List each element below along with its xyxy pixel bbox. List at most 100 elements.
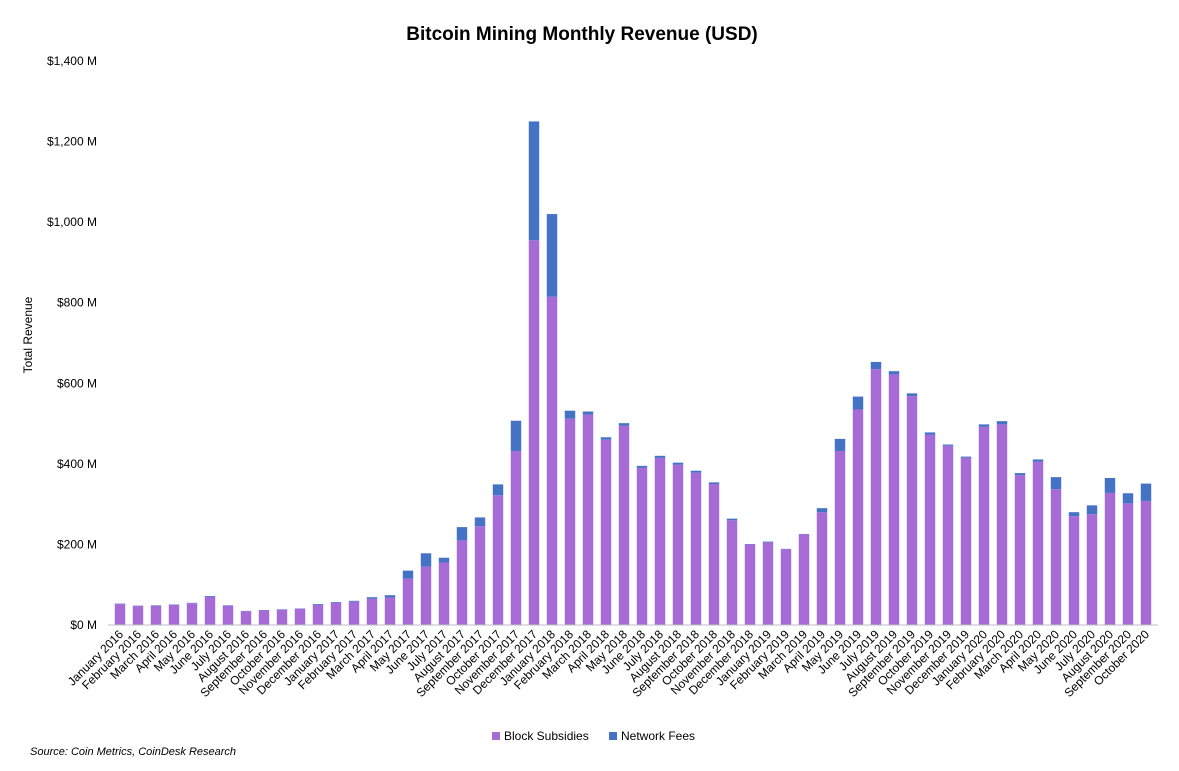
bar-block-subsidies [510, 450, 522, 625]
bar-network-fees [1086, 505, 1098, 515]
y-tick-label: $800 M [57, 296, 97, 310]
bar-block-subsidies [708, 484, 720, 625]
bar-network-fees [996, 421, 1008, 425]
bar-network-fees [942, 444, 954, 446]
bar-block-subsidies [1140, 500, 1152, 625]
bar-block-subsidies [564, 418, 576, 625]
bar-block-subsidies [150, 605, 162, 625]
bar-network-fees [330, 602, 342, 603]
bar-network-fees [474, 517, 486, 527]
bar-network-fees [1050, 477, 1062, 490]
bar-block-subsidies [870, 369, 882, 625]
bar-network-fees [960, 456, 972, 458]
bar-network-fees [546, 214, 558, 297]
bar-block-subsidies [744, 544, 756, 625]
bar-block-subsidies [960, 457, 972, 625]
bar-block-subsidies [528, 240, 540, 625]
bar-block-subsidies [546, 296, 558, 625]
bar-block-subsidies [402, 578, 414, 625]
bar-block-subsidies [690, 472, 702, 625]
bar-network-fees [384, 595, 396, 598]
bars [114, 121, 1152, 625]
bar-network-fees [348, 600, 360, 602]
bar-network-fees [438, 557, 450, 563]
bar-network-fees [888, 371, 900, 375]
bar-block-subsidies [582, 414, 594, 625]
bar-block-subsidies [1014, 475, 1026, 625]
legend-swatch [492, 732, 500, 740]
bar-network-fees [1104, 477, 1116, 493]
bar-block-subsidies [168, 604, 180, 625]
bar-network-fees [492, 484, 504, 496]
bar-block-subsidies [726, 520, 738, 625]
bar-block-subsidies [636, 467, 648, 625]
bar-network-fees [510, 420, 522, 451]
bar-network-fees [906, 393, 918, 397]
bar-network-fees [978, 424, 990, 427]
bar-block-subsidies [492, 495, 504, 625]
bar-network-fees [1122, 493, 1134, 504]
bar-network-fees [672, 462, 684, 465]
bar-block-subsidies [1104, 492, 1116, 625]
bar-block-subsidies [204, 596, 216, 625]
bar-block-subsidies [456, 540, 468, 625]
bar-network-fees [456, 527, 468, 541]
bar-block-subsidies [780, 549, 792, 625]
bar-network-fees [312, 604, 324, 605]
bar-block-subsidies [384, 597, 396, 625]
bar-block-subsidies [438, 562, 450, 625]
bar-block-subsidies [1032, 461, 1044, 625]
bar-block-subsidies [996, 424, 1008, 625]
bar-block-subsidies [834, 450, 846, 625]
bar-block-subsidies [852, 409, 864, 625]
source-note: Source: Coin Metrics, CoinDesk Research [30, 746, 237, 758]
bar-block-subsidies [1086, 514, 1098, 625]
chart-title: Bitcoin Mining Monthly Revenue (USD) [406, 24, 758, 45]
bar-block-subsidies [1122, 503, 1134, 625]
bar-network-fees [816, 508, 828, 513]
bar-block-subsidies [942, 445, 954, 625]
y-tick-label: $1,200 M [47, 135, 97, 149]
bar-network-fees [690, 470, 702, 473]
bar-network-fees [1032, 459, 1044, 462]
bar-block-subsidies [924, 434, 936, 625]
bar-block-subsidies [474, 526, 486, 625]
bar-network-fees [600, 437, 612, 440]
legend-label: Block Subsidies [504, 729, 589, 743]
bar-block-subsidies [672, 464, 684, 625]
bar-block-subsidies [654, 457, 666, 625]
bar-block-subsidies [240, 611, 252, 625]
bar-block-subsidies [330, 602, 342, 625]
bar-network-fees [1140, 483, 1152, 501]
bar-block-subsidies [816, 512, 828, 625]
bar-network-fees [528, 121, 540, 241]
bar-block-subsidies [312, 604, 324, 625]
bar-block-subsidies [348, 601, 360, 625]
bar-block-subsidies [366, 598, 378, 625]
bar-network-fees [654, 455, 666, 458]
y-tick-label: $600 M [57, 376, 97, 390]
bar-network-fees [366, 597, 378, 599]
bar-network-fees [1068, 512, 1080, 517]
bar-network-fees [708, 482, 720, 484]
bar-block-subsidies [420, 566, 432, 625]
bar-network-fees [420, 553, 432, 567]
bar-network-fees [762, 541, 774, 543]
bar-block-subsidies [1068, 516, 1080, 625]
bar-block-subsidies [294, 608, 306, 625]
y-tick-label: $1,000 M [47, 215, 97, 229]
legend: Block Subsidies Network Fees [492, 729, 695, 743]
bar-network-fees [636, 465, 648, 468]
bar-network-fees [834, 438, 846, 451]
bar-block-subsidies [258, 610, 270, 625]
bar-block-subsidies [1050, 489, 1062, 625]
bar-block-subsidies [132, 606, 144, 625]
y-tick-label: $0 M [70, 618, 97, 632]
bar-network-fees [204, 595, 216, 597]
bar-block-subsidies [762, 542, 774, 625]
bar-network-fees [564, 410, 576, 419]
y-tick-label: $400 M [57, 457, 97, 471]
bar-block-subsidies [222, 605, 234, 625]
